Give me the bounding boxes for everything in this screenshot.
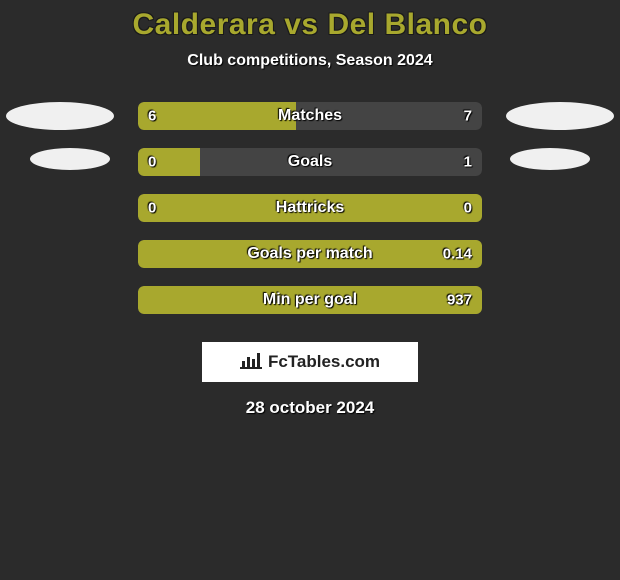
stats-area: 6 7 Matches 0 1 Goals 0 0 Hattricks 0.14 Goals per… [0, 102, 620, 332]
bar-right-value: 7 [464, 108, 472, 125]
player-right-avatar-1 [506, 102, 614, 130]
stat-bar: 0 0 Hattricks [138, 194, 482, 222]
bar-right-value: 1 [464, 154, 472, 171]
bar-left-fill [138, 102, 296, 130]
bars-container: 6 7 Matches 0 1 Goals 0 0 Hattricks 0.14 Goals per… [138, 102, 482, 332]
bar-right-value: 0 [464, 200, 472, 217]
comparison-infographic: Calderara vs Del Blanco Club competition… [0, 0, 620, 418]
bar-right-value: 0.14 [443, 246, 472, 263]
stat-bar: 0.14 Goals per match [138, 240, 482, 268]
bar-metric-label: Min per goal [263, 291, 357, 309]
bar-left-value: 6 [148, 108, 156, 125]
player-right-avatar-2 [510, 148, 590, 170]
bar-left-value: 0 [148, 154, 156, 171]
bar-metric-label: Matches [278, 107, 342, 125]
bar-metric-label: Goals per match [247, 245, 372, 263]
player-left-avatar-1 [6, 102, 114, 130]
stat-bar: 6 7 Matches [138, 102, 482, 130]
player-left-avatar-2 [30, 148, 110, 170]
subtitle: Club competitions, Season 2024 [0, 52, 620, 70]
bar-metric-label: Hattricks [276, 199, 344, 217]
source-logo: FcTables.com [202, 342, 418, 382]
source-logo-text: FcTables.com [268, 352, 380, 372]
stat-bar: 937 Min per goal [138, 286, 482, 314]
date-label: 28 october 2024 [0, 398, 620, 418]
page-title: Calderara vs Del Blanco [0, 8, 620, 42]
chart-icon [240, 351, 262, 374]
bar-left-value: 0 [148, 200, 156, 217]
bar-metric-label: Goals [288, 153, 332, 171]
bar-right-value: 937 [447, 292, 472, 309]
stat-bar: 0 1 Goals [138, 148, 482, 176]
